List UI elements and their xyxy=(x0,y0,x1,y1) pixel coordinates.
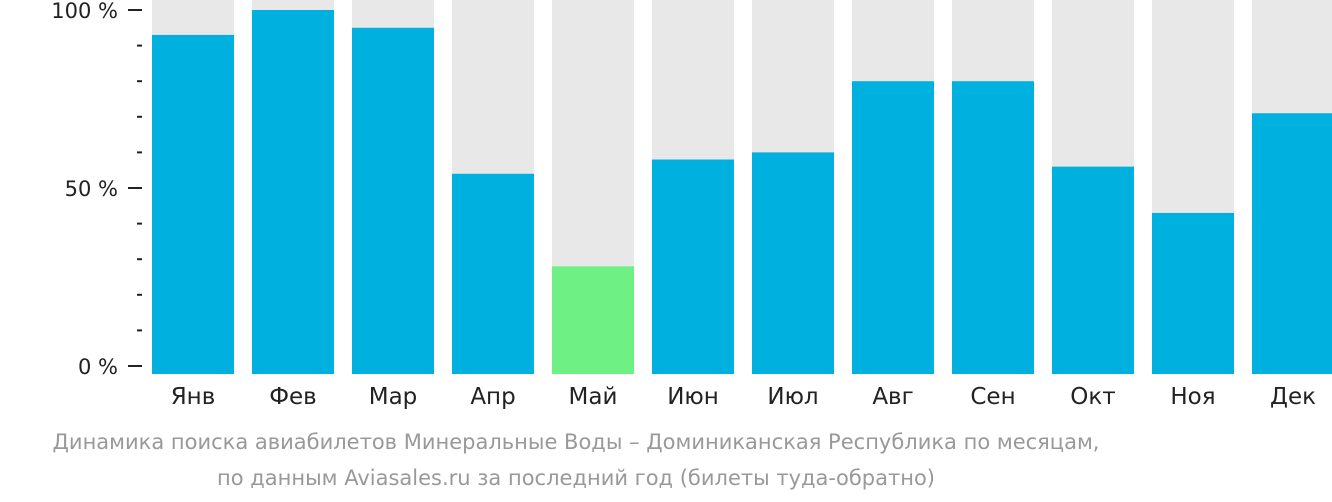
bar-12[interactable] xyxy=(1252,113,1332,375)
bar-4[interactable] xyxy=(452,173,534,374)
bar-7[interactable] xyxy=(752,152,834,374)
x-tick-label: Апр xyxy=(470,384,515,410)
x-axis: Янв Фев Мар Апр Май Июн Июл Авг Сен Окт Ноя Дек xyxy=(171,384,1316,410)
bar-9[interactable] xyxy=(952,81,1034,374)
x-tick-label: Дек xyxy=(1270,384,1316,410)
x-tick-label: Июл xyxy=(767,384,818,410)
y-axis: 0 % 50 % 100 % xyxy=(51,0,142,379)
x-tick-label: Июн xyxy=(667,384,719,410)
x-tick-label: Ноя xyxy=(1170,384,1215,410)
bar-6[interactable] xyxy=(652,159,734,374)
bar-3[interactable] xyxy=(352,27,434,375)
y-tick-label: 0 % xyxy=(78,355,118,379)
x-tick-label: Авг xyxy=(872,384,913,410)
x-tick-label: Май xyxy=(569,384,618,410)
bar-11[interactable] xyxy=(1152,212,1234,374)
chart-caption-line-1: Динамика поиска авиабилетов Минеральные … xyxy=(52,430,1100,454)
bar-8[interactable] xyxy=(852,81,934,374)
chart-caption-line-2: по данным Aviasales.ru за последний год … xyxy=(217,466,935,490)
bar-5[interactable] xyxy=(552,266,634,374)
bar-1[interactable] xyxy=(152,34,234,375)
x-tick-label: Сен xyxy=(970,384,1015,410)
bar-2[interactable] xyxy=(252,10,334,374)
x-tick-label: Мар xyxy=(369,384,418,410)
x-tick-label: Фев xyxy=(269,384,317,410)
x-tick-label: Окт xyxy=(1070,384,1115,410)
x-tick-label: Янв xyxy=(171,384,216,410)
bar-chart: 0 % 50 % 100 % Янв Фев Мар Апр Май Июн Июл Авг Сен… xyxy=(51,0,1332,410)
y-tick-label: 50 % xyxy=(65,177,118,201)
bar-10[interactable] xyxy=(1052,166,1134,374)
y-tick-label: 100 % xyxy=(51,0,118,23)
data-bars xyxy=(152,10,1332,375)
